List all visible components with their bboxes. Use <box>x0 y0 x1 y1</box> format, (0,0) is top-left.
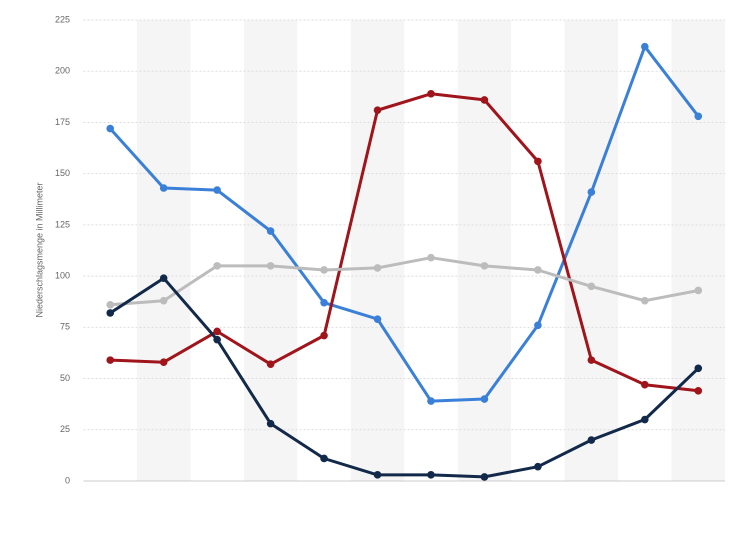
data-point <box>159 184 168 192</box>
data-point <box>480 262 489 270</box>
data-point <box>373 315 382 323</box>
series-line <box>110 256 699 307</box>
data-point <box>694 286 703 295</box>
data-point <box>106 300 115 309</box>
y-tick-label: 200 <box>55 66 70 76</box>
y-tick-label: 100 <box>55 270 70 280</box>
data-point <box>213 327 221 336</box>
data-point <box>320 266 328 274</box>
data-point <box>534 462 542 471</box>
y-tick-label: 225 <box>55 14 70 24</box>
data-point <box>534 266 542 274</box>
data-point <box>427 471 435 479</box>
data-point <box>159 274 168 282</box>
data-point <box>266 419 275 428</box>
data-point <box>266 360 275 369</box>
data-point <box>213 186 221 194</box>
data-point <box>266 227 275 235</box>
data-point <box>213 262 221 270</box>
data-point <box>480 395 489 403</box>
data-point <box>587 436 596 444</box>
data-point <box>587 356 596 364</box>
data-point <box>694 112 703 121</box>
y-tick-label: 150 <box>55 168 70 178</box>
data-point <box>106 356 115 364</box>
data-point <box>373 106 382 114</box>
series-line <box>110 92 699 393</box>
data-point <box>587 188 596 196</box>
column-band <box>564 20 619 481</box>
data-point <box>159 296 168 305</box>
data-point <box>694 387 703 395</box>
data-point <box>480 96 489 104</box>
data-point <box>266 262 275 270</box>
y-tick-label: 125 <box>55 219 70 229</box>
data-point <box>106 309 115 317</box>
data-point <box>320 454 328 463</box>
data-point <box>641 42 649 51</box>
column-band <box>671 20 725 481</box>
data-point <box>427 89 435 98</box>
data-point <box>427 253 435 262</box>
data-point <box>106 124 115 133</box>
y-tick-label: 25 <box>60 424 70 434</box>
column-band <box>136 20 191 481</box>
y-tick-label: 175 <box>55 117 70 127</box>
column-band <box>457 20 512 481</box>
series-line <box>109 45 700 403</box>
y-tick-label: 75 <box>60 322 70 332</box>
data-point <box>534 321 542 330</box>
series-line <box>109 276 700 479</box>
y-axis-label: Niederschlagsmenge in Millimeter <box>34 182 44 317</box>
data-point <box>587 282 596 291</box>
data-point <box>427 397 435 405</box>
data-point <box>480 473 489 481</box>
data-point <box>694 364 703 373</box>
y-tick-label: 0 <box>65 475 70 485</box>
data-point <box>320 298 328 307</box>
data-point <box>213 335 221 344</box>
data-point <box>641 296 649 305</box>
data-point <box>373 264 382 272</box>
data-point <box>534 157 542 166</box>
data-point <box>641 380 649 389</box>
data-point <box>320 331 328 340</box>
column-band <box>350 20 405 481</box>
data-point <box>373 471 382 479</box>
column-band <box>243 20 298 481</box>
y-tick-label: 50 <box>60 373 70 383</box>
data-point <box>159 358 168 366</box>
data-point <box>641 415 649 424</box>
